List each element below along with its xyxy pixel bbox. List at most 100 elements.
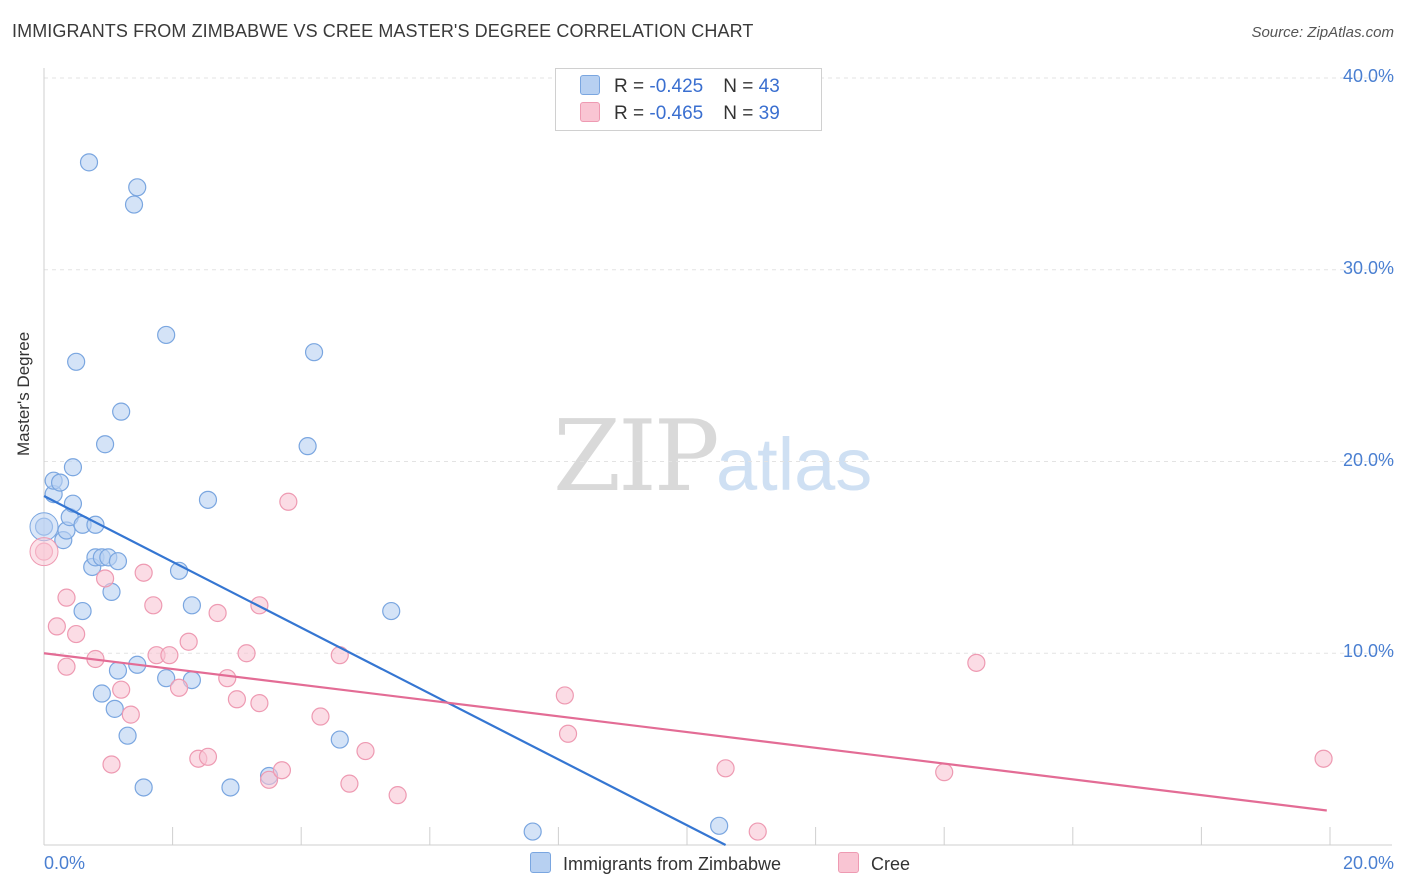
trendline-immigrants (43, 495, 727, 846)
bottom-legend-cree: Cree (838, 852, 910, 875)
data-point (112, 402, 131, 421)
watermark-atlas: atlas (716, 423, 873, 506)
legend-n-value: 39 (758, 103, 780, 124)
legend-swatch-pink (580, 102, 600, 122)
trendline-cree (43, 652, 1327, 812)
data-point (157, 669, 176, 688)
data-point (73, 601, 92, 621)
data-point (134, 778, 153, 797)
gridlines (44, 77, 1392, 654)
data-point (198, 490, 218, 509)
data-point (121, 705, 140, 724)
data-point (218, 669, 237, 688)
data-point (79, 153, 99, 172)
y-tick-label: 30.0% (1342, 257, 1394, 278)
x-tick-label-max: 20.0% (1342, 853, 1394, 873)
data-point-large (29, 537, 59, 567)
data-point (134, 563, 153, 582)
y-tick-label: 40.0% (1342, 66, 1394, 86)
legend-r-value: -0.465 (649, 103, 704, 124)
bottom-legend-label: Immigrants from Zimbabwe (563, 854, 782, 874)
data-point (95, 435, 115, 454)
data-point (237, 644, 256, 663)
data-point (47, 617, 66, 636)
series-immigrants-from-zimbabwe (29, 153, 729, 841)
data-point (95, 569, 115, 588)
data-point (710, 816, 729, 835)
data-point (388, 786, 407, 805)
data-point (112, 680, 131, 699)
y-axis-label: Master's Degree (14, 331, 33, 456)
data-point (279, 492, 298, 511)
data-point (330, 730, 349, 749)
data-point (67, 352, 86, 371)
data-point (108, 661, 128, 680)
data-point (108, 552, 128, 571)
bottom-legend-immigrants: Immigrants from Zimbabwe (530, 852, 781, 875)
data-point (128, 178, 147, 197)
legend-row-immigrants: R = -0.425 N = 43 (580, 75, 780, 99)
data-point (57, 588, 76, 607)
data-point (157, 325, 176, 345)
data-point (105, 699, 124, 718)
data-point (716, 759, 735, 778)
legend-r-label: R = (614, 76, 650, 97)
data-point (523, 822, 542, 841)
data-point (558, 724, 578, 743)
data-point (63, 458, 83, 477)
data-point (311, 707, 330, 726)
y-tick-label: 20.0% (1342, 449, 1394, 470)
data-point (748, 822, 767, 841)
data-point (250, 694, 269, 713)
data-point (124, 195, 144, 214)
data-point (227, 690, 246, 709)
data-point (382, 601, 401, 621)
data-point (92, 684, 111, 703)
watermark-zip: ZIP (553, 400, 720, 514)
data-point (144, 596, 163, 615)
data-point (272, 761, 292, 780)
legend-row-cree: R = -0.465 N = 39 (580, 102, 780, 126)
bottom-legend-swatch-pink (838, 852, 859, 873)
data-point (330, 646, 349, 665)
legend-r-label: R = (614, 103, 650, 124)
data-point (102, 755, 121, 774)
legend-n-value: 43 (758, 76, 780, 97)
data-point (57, 657, 76, 676)
axes (43, 68, 1392, 846)
data-point (169, 678, 189, 697)
correlation-legend: R = -0.425 N = 43 R = -0.465 N = 39 (555, 68, 822, 131)
bottom-legend-swatch-blue (530, 852, 551, 873)
data-point (221, 778, 240, 797)
data-point (182, 596, 201, 615)
data-point-large (29, 512, 59, 542)
data-point (935, 763, 954, 782)
data-point (356, 741, 375, 761)
data-point (340, 774, 359, 793)
data-point (50, 473, 70, 492)
data-point (967, 653, 986, 672)
trendlines (43, 495, 1327, 846)
data-point (118, 726, 137, 745)
data-point (304, 343, 324, 362)
data-point (179, 632, 198, 651)
data-point (298, 437, 317, 456)
y-tick-label: 10.0% (1342, 641, 1394, 662)
chart-title: IMMIGRANTS FROM ZIMBABWE VS CREE MASTER'… (12, 21, 754, 41)
data-point (555, 686, 574, 705)
data-point (1314, 749, 1333, 768)
data-point (208, 603, 227, 623)
source-label: Source: ZipAtlas.com (1251, 24, 1394, 41)
legend-n-label: N = (723, 103, 759, 124)
legend-r-value: -0.425 (649, 76, 704, 97)
data-point (67, 624, 86, 644)
data-point (198, 747, 218, 766)
legend-n-label: N = (723, 76, 759, 97)
series-cree (29, 492, 1333, 841)
data-point (160, 646, 179, 665)
bottom-legend-label: Cree (871, 854, 911, 874)
x-tick-label-min: 0.0% (44, 853, 86, 873)
data-point (259, 770, 279, 789)
legend-swatch-blue (580, 75, 600, 95)
